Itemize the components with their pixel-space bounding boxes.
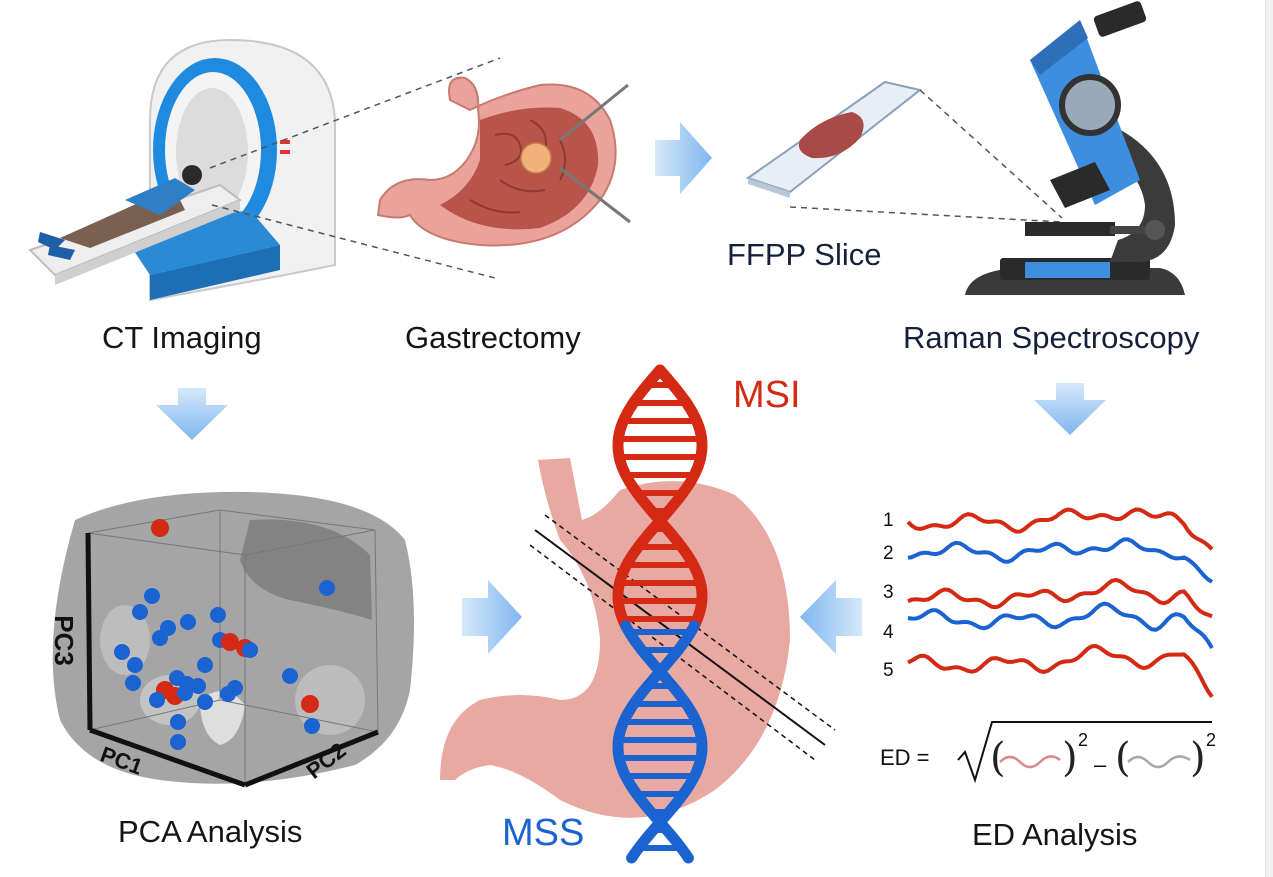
pca-axes [85,532,379,788]
ed-equation-lhs: ED = [880,745,930,770]
pca-point [319,580,335,596]
mss-label: MSS [502,812,585,854]
microscope-icon [965,1,1185,295]
pca-point [149,692,165,708]
pca-analysis-label: PCA Analysis [118,814,303,849]
left-arrow-icon [800,580,862,654]
left-paren: ( [990,735,1006,781]
pca-point [144,588,160,604]
raman-spectroscopy-label: Raman Spectroscopy [903,320,1200,355]
pca-point [301,695,319,713]
pc3-axis-label: PC3 [48,615,79,666]
spectrum-number: 3 [883,582,894,603]
ffpp-slice-label: FFPP Slice [727,237,882,272]
left-paren: ( [1115,735,1131,781]
ed-analysis-label: ED Analysis [972,817,1138,852]
pca-point [177,685,193,701]
spectrum-number: 5 [883,660,894,681]
pca-point [197,657,213,673]
dna-helix-icon [612,364,708,864]
raman-spectrum-line [907,601,1214,650]
dna-strand [612,364,708,632]
pca-point [197,694,213,710]
pca-point [170,734,186,750]
pca-point [180,614,196,630]
raman-spectrum-line [906,507,1214,551]
pca-point [160,620,176,636]
down-arrow-icon [156,388,228,440]
pca-point [170,714,186,730]
ct-scanner-icon [28,38,336,302]
dna-strand [612,364,708,632]
page-edge [1265,0,1273,877]
pca-point [221,633,239,651]
raman-spectrum-line [907,644,1214,699]
ct-imaging-label: CT Imaging [102,320,262,355]
pca-point [151,519,169,537]
right-arrow-icon [462,580,522,654]
right-paren: ) [1190,735,1206,781]
spectrum-number: 2 [883,543,894,564]
pca-point [242,642,258,658]
stomach-icon [376,76,631,247]
pca-point [210,607,226,623]
minus-sign: – [1094,752,1107,777]
pca-point [127,657,143,673]
dna-strand [612,620,700,864]
pca-point [220,686,236,702]
gastrectomy-label: Gastrectomy [405,320,581,355]
exponent: 2 [1206,730,1217,750]
spectrum-number: 4 [883,622,894,643]
pca-point [114,644,130,660]
pca-point [132,604,148,620]
pca-point [190,678,206,694]
raman-spectrum-line [907,577,1213,619]
right-arrow-icon [655,122,712,194]
raman-spectra [906,507,1214,699]
glass-slide-icon [745,80,923,198]
ed-equation-graphics [957,721,1212,784]
exponent: 2 [1078,730,1089,750]
right-paren: ) [1062,735,1078,781]
msi-label: MSI [733,374,801,416]
pca-point [282,668,298,684]
raman-spectrum-line [907,537,1214,584]
spectrum-number: 1 [883,510,894,531]
down-arrow-icon [1034,383,1106,435]
pca-point [125,675,141,691]
pca-point [304,718,320,734]
